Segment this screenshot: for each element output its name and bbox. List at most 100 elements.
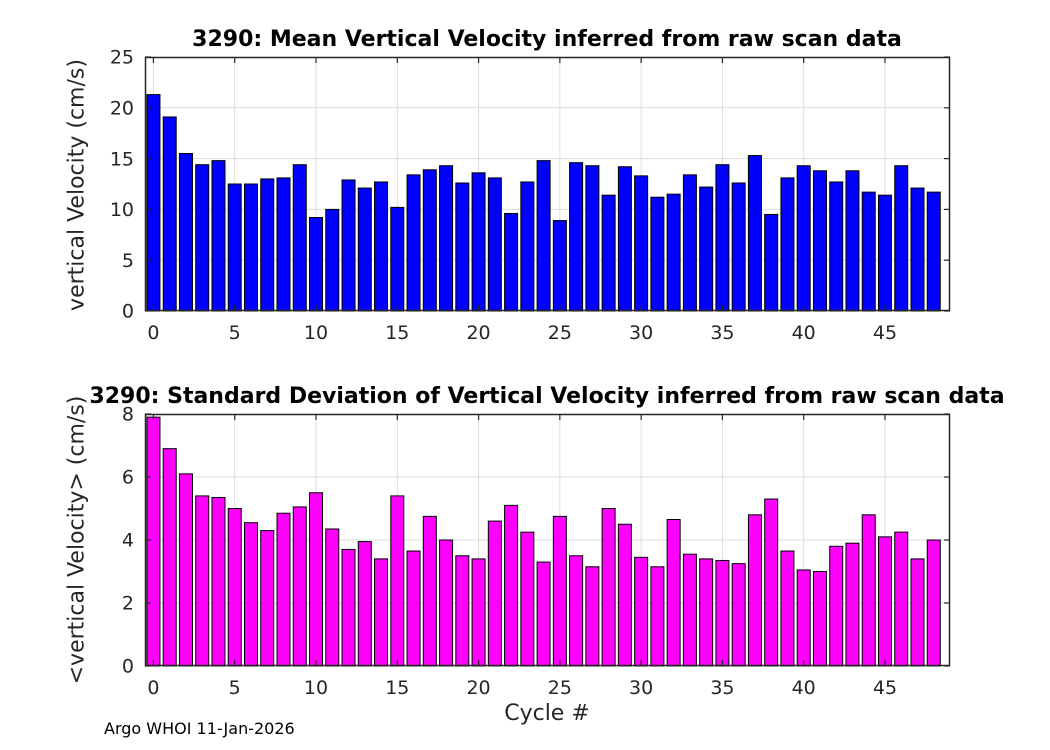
y-tick-label: 20: [110, 97, 134, 119]
bar: [487, 520, 502, 667]
bar: [926, 191, 941, 312]
bar: [357, 187, 372, 312]
bar: [487, 177, 502, 312]
bar: [861, 191, 876, 312]
bar: [357, 541, 372, 667]
mean-chart-title: 3290: Mean Vertical Velocity inferred fr…: [192, 27, 902, 52]
bar: [764, 498, 779, 667]
bar: [292, 506, 307, 667]
bar: [390, 206, 405, 312]
x-tick-label: 45: [873, 322, 897, 344]
x-tick-label: 40: [792, 322, 816, 344]
bar: [422, 169, 437, 312]
bar: [227, 508, 242, 667]
bar: [471, 558, 486, 667]
bar: [178, 153, 193, 312]
x-tick-label: 30: [629, 677, 653, 699]
bar: [617, 523, 632, 667]
figure-footer-stamp: Argo WHOI 11-Jan-2026: [104, 719, 295, 738]
bar: [406, 550, 421, 667]
bar: [894, 531, 909, 667]
bar: [829, 181, 844, 312]
bar: [747, 514, 762, 667]
bar: [682, 553, 697, 667]
bar: [243, 183, 258, 312]
bar: [520, 181, 535, 312]
bar: [178, 473, 193, 667]
x-tick-label: 40: [792, 677, 816, 699]
bar: [601, 194, 616, 312]
bar: [877, 194, 892, 312]
bar: [260, 178, 275, 312]
bar: [227, 183, 242, 312]
y-tick-label: 8: [122, 404, 134, 426]
bar: [552, 515, 567, 667]
bar: [617, 166, 632, 312]
bar: [682, 174, 697, 312]
plot-border: [144, 56, 951, 312]
bar: [894, 165, 909, 312]
x-tick-label: 35: [710, 322, 734, 344]
bar: [569, 162, 584, 312]
bar: [211, 160, 226, 312]
bar: [650, 566, 665, 667]
bar: [536, 561, 551, 667]
bar: [439, 165, 454, 312]
bar: [406, 174, 421, 312]
bar: [715, 164, 730, 312]
bar: [812, 571, 827, 667]
bar: [845, 542, 860, 667]
bar: [569, 555, 584, 667]
mean-chart-canvas: 0 5 10 15 20 25 30 35 40 45 0 5 10 15 20 25: [110, 47, 951, 344]
bar: [439, 539, 454, 667]
mean-velocity-bar-chart: 0 5 10 15 20 25 30 35 40 45 0 5 10 15 20 25: [110, 47, 951, 344]
x-tick-label: 20: [466, 322, 490, 344]
bar: [146, 94, 161, 312]
bar: [845, 170, 860, 312]
bar: [390, 495, 405, 667]
bar: [374, 558, 389, 667]
x-tick-label: 30: [629, 322, 653, 344]
std-velocity-bar-chart: 0 5 10 15 20 25 30 35 40 45 0 2 4 6 8: [122, 404, 951, 699]
x-tick-label: 35: [710, 677, 734, 699]
bar: [455, 182, 470, 312]
bar: [552, 220, 567, 312]
y-tick-label: 5: [122, 250, 134, 272]
bar: [520, 531, 535, 667]
y-tick-label: 15: [110, 148, 134, 170]
bar: [650, 196, 665, 312]
bar: [666, 519, 681, 667]
bar: [422, 515, 437, 667]
x-tick-label: 5: [229, 677, 241, 699]
x-axis-label: Cycle #: [504, 701, 590, 726]
bar: [162, 448, 177, 667]
bar: [634, 175, 649, 312]
bar: [341, 179, 356, 312]
bar: [309, 217, 324, 312]
bar: [731, 182, 746, 312]
y-tick-label: 6: [122, 467, 134, 489]
bar: [536, 160, 551, 312]
bar: [471, 172, 486, 312]
bar: [374, 181, 389, 312]
x-tick-label: 25: [548, 322, 572, 344]
bar: [243, 522, 258, 667]
bar: [796, 569, 811, 667]
bar: [601, 508, 616, 667]
std-chart-canvas: 0 5 10 15 20 25 30 35 40 45 0 2 4 6 8: [122, 404, 951, 699]
x-tick-label: 0: [147, 677, 159, 699]
bar: [504, 212, 519, 312]
bar: [276, 177, 291, 312]
x-tick-label: 5: [229, 322, 241, 344]
bar: [211, 496, 226, 667]
bar: [910, 558, 925, 667]
bar: [504, 504, 519, 667]
bar: [796, 165, 811, 312]
y-tick-label: 10: [110, 199, 134, 221]
bar: [276, 512, 291, 667]
x-tick-label: 10: [304, 322, 328, 344]
y-tick-label: 0: [122, 301, 134, 323]
bar: [829, 545, 844, 667]
y-tick-label: 4: [122, 530, 134, 552]
bar: [747, 155, 762, 312]
